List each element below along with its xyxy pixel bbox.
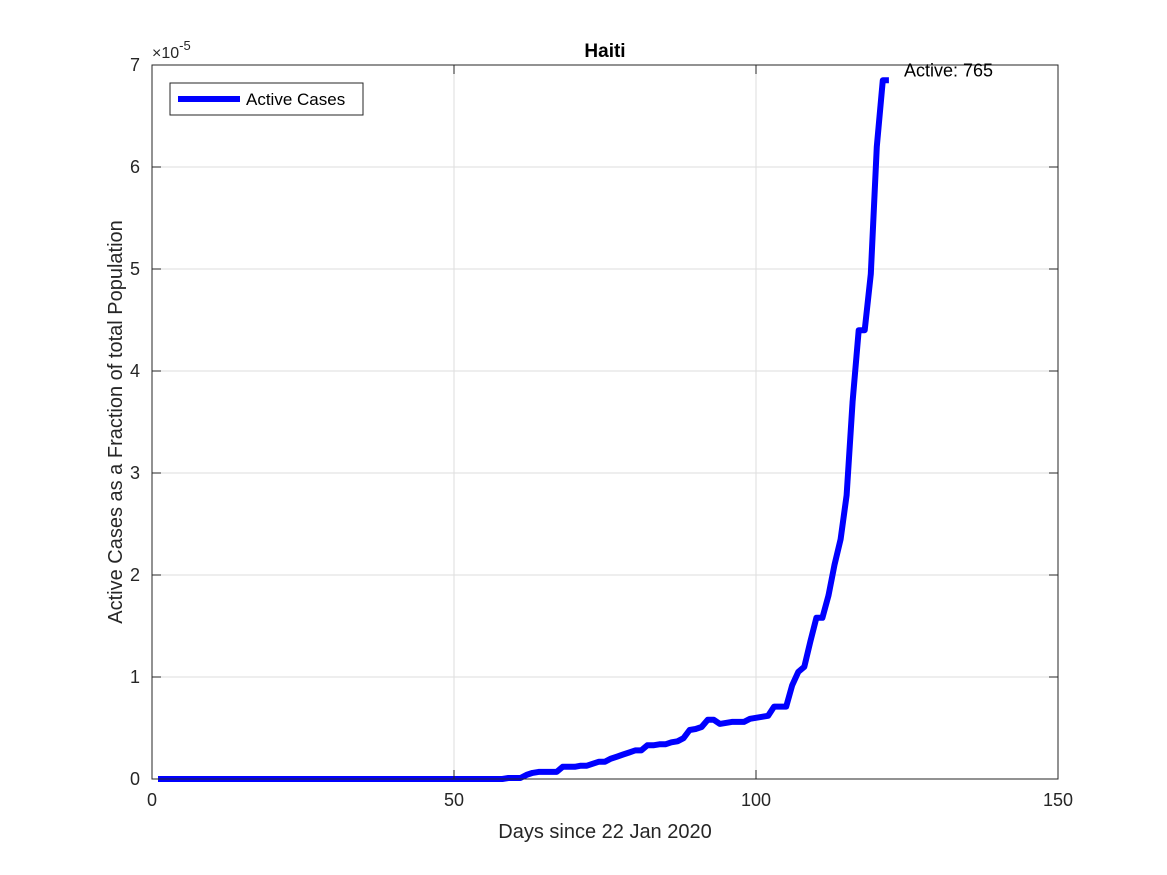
chart-title: Haiti: [584, 41, 625, 62]
legend-label: Active Cases: [246, 90, 345, 109]
y-tick-label: 7: [130, 55, 140, 75]
ticks: 0 50 100 150 0 1 2 3 4 5 6 7: [130, 55, 1073, 810]
y-tick-label: 3: [130, 463, 140, 483]
y-tick-label: 5: [130, 259, 140, 279]
y-exponent-label: ×10-5: [152, 38, 191, 62]
y-exponent-power: -5: [179, 38, 191, 53]
y-tick-label: 0: [130, 769, 140, 789]
x-tick-label: 100: [741, 790, 771, 810]
plot-area: [152, 65, 1058, 779]
grid: [152, 65, 1058, 779]
y-tick-label: 1: [130, 667, 140, 687]
y-exponent-base: ×10: [152, 45, 179, 62]
series-line-active-cases: [158, 77, 889, 782]
y-axis-label: Active Cases as a Fraction of total Popu…: [105, 220, 127, 624]
y-tick-label: 6: [130, 157, 140, 177]
x-tick-label: 50: [444, 790, 464, 810]
plot-frame: [151, 64, 1059, 780]
data-annotation: Active: 765: [904, 60, 993, 80]
x-tick-label: 150: [1043, 790, 1073, 810]
y-tick-label: 2: [130, 565, 140, 585]
legend: Active Cases: [169, 82, 364, 116]
x-tick-label: 0: [147, 790, 157, 810]
series-layer: [158, 77, 889, 782]
x-axis-label: Days since 22 Jan 2020: [498, 821, 711, 843]
y-tick-label: 4: [130, 361, 140, 381]
